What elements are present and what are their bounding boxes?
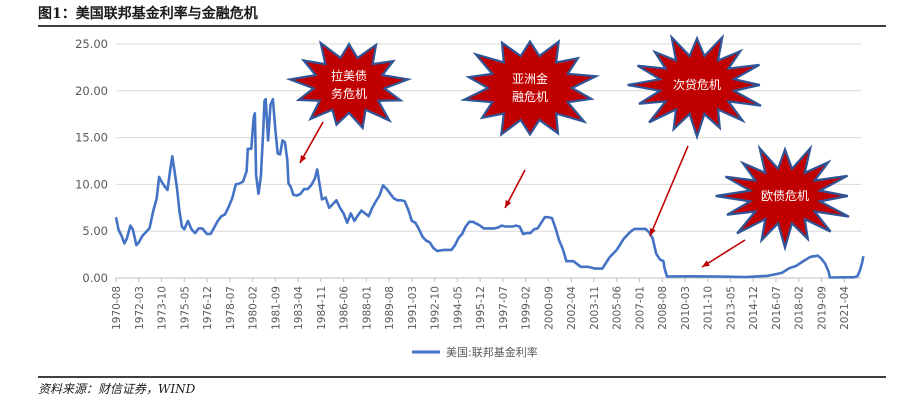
arrow-head [300,155,307,163]
source-rule [38,376,886,378]
x-tick-label: 1989-08 [384,286,396,330]
starburst-shape [285,40,413,131]
annotation-arrow [299,121,324,164]
x-tick-label: 1978-07 [225,286,237,330]
x-tick-label: 2008-08 [657,286,669,330]
x-tick-label: 1999-02 [521,286,533,330]
arrow-head [505,200,512,208]
y-tick-label: 0.00 [82,271,108,285]
annotation-label: 次贷危机 [673,78,721,92]
x-tick-label: 1975-05 [179,286,191,330]
x-tick-label: 1984-11 [316,286,328,330]
x-tick-label: 2002-04 [566,286,578,330]
x-tick-label: 1973-10 [157,286,169,330]
annotation-label: 务危机 [331,86,367,101]
arrow-head [702,260,710,267]
x-tick-label: 2014-12 [748,286,760,330]
x-tick-label: 2010-03 [680,286,692,330]
x-axis: 1970-08 1972-03 1973-10 1975-05 1976-12 1978-… [111,278,851,330]
x-tick-label: 2000-09 [543,286,555,330]
figure-title: 图1：美国联邦基金利率与金融危机 [38,6,258,22]
x-tick-label: 2005-06 [612,286,624,330]
x-tick-label: 1986-06 [339,286,351,330]
x-tick-label: 2016-07 [771,286,783,330]
x-tick-label: 1983-04 [293,286,305,330]
x-tick-label: 1994-05 [452,286,464,330]
y-tick-label: 10.00 [75,177,108,191]
legend-label: 美国:联邦基金利率 [446,345,538,359]
y-axis: 0.00 5.00 10.00 15.00 20.00 25.00 [75,37,108,285]
annotation-arrow [649,145,689,237]
x-tick-label: 2007-01 [634,286,646,330]
crisis-annotation: 次贷危机 [627,33,762,237]
x-tick-label: 2011-10 [703,286,715,330]
x-tick-label: 1992-10 [430,286,442,330]
y-tick-label: 15.00 [75,131,108,145]
x-tick-label: 1980-02 [248,286,260,330]
y-tick-label: 25.00 [75,37,108,51]
x-tick-label: 1970-08 [111,286,123,330]
arrow-head [650,228,656,236]
series-layer [114,97,865,279]
starburst-shape [715,144,850,252]
series-line [114,97,865,279]
x-tick-label: 1991-03 [407,286,419,330]
x-tick-label: 2003-11 [589,286,601,330]
crisis-annotation: 欧债危机 [701,144,850,268]
annotation-label: 欧债危机 [761,189,809,203]
x-tick-label: 2021-04 [839,286,851,330]
source-note: 资料来源：财信证券，WIND [38,382,196,396]
x-tick-label: 2019-09 [816,286,828,330]
annotation-label: 融危机 [512,90,548,104]
annotation-label: 亚洲金 [512,71,548,86]
starburst-shape [459,39,601,137]
annotation-arrow [701,239,746,268]
x-tick-label: 2018-02 [794,286,806,330]
starburst-shape [627,33,762,141]
y-tick-label: 5.00 [82,224,108,238]
x-tick-label: 1972-03 [134,286,146,330]
title-rule [38,25,886,27]
annotation-label: 拉美债 [331,68,367,83]
legend: 美国:联邦基金利率 [412,345,538,359]
y-tick-label: 20.00 [75,84,108,98]
x-tick-label: 2013-05 [725,286,737,330]
x-tick-label: 1995-12 [475,286,487,330]
x-tick-label: 1981-09 [270,286,282,330]
x-tick-label: 1997-07 [498,286,510,330]
x-tick-label: 1988-01 [361,286,373,330]
x-tick-label: 1976-12 [202,286,214,330]
